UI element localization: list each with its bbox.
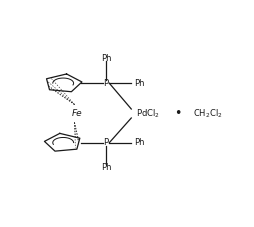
Text: Ph: Ph bbox=[133, 79, 144, 88]
Text: Ph: Ph bbox=[133, 138, 144, 147]
Text: Ph: Ph bbox=[100, 54, 111, 63]
Text: Fe: Fe bbox=[71, 109, 82, 118]
Text: Ph: Ph bbox=[100, 163, 111, 172]
Text: P: P bbox=[103, 79, 108, 88]
Text: CH$_2$Cl$_2$: CH$_2$Cl$_2$ bbox=[192, 107, 222, 120]
Text: PdCl$_2$: PdCl$_2$ bbox=[136, 107, 160, 120]
Text: P: P bbox=[103, 138, 108, 147]
Text: •: • bbox=[173, 107, 181, 120]
